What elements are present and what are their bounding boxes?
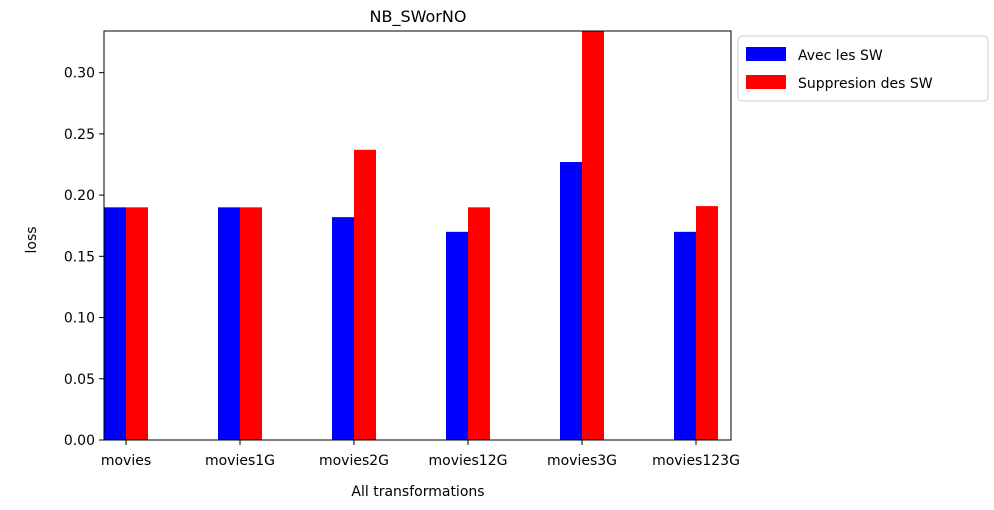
legend-swatch	[746, 75, 786, 89]
y-tick-label: 0.15	[64, 249, 95, 265]
bar-movies12G-avec	[446, 231, 468, 440]
bar-movies123G-suppresion	[696, 206, 718, 440]
y-tick-label: 0.00	[64, 433, 95, 449]
x-tick-label: movies12G	[429, 453, 508, 469]
x-tick-label: movies2G	[319, 453, 389, 469]
x-tick-label: movies1G	[205, 453, 275, 469]
legend-box	[737, 35, 989, 102]
y-tick-label: 0.20	[64, 188, 95, 204]
legend-label: Avec les SW	[798, 48, 883, 64]
bar-movies2G-avec	[332, 217, 354, 440]
x-tick-label: movies3G	[547, 453, 617, 469]
y-tick-label: 0.05	[64, 372, 95, 388]
x-axis-label: All transformations	[351, 484, 484, 500]
y-axis: 0.00 0.05 0.10 0.15 0.20 0.25 0.30	[64, 66, 104, 449]
x-tick-label: movies123G	[652, 453, 740, 469]
bar-movies-suppresion	[126, 207, 148, 440]
bar-movies1G-suppresion	[240, 207, 262, 440]
x-tick-label: movies	[101, 453, 151, 469]
legend: Avec les SW Suppresion des SW	[737, 35, 989, 102]
x-axis: movies movies1G movies2G movies12G movies3G m…	[101, 440, 740, 469]
bar-movies3G-suppresion	[582, 31, 604, 440]
chart-title: NB_SWorNO	[370, 7, 467, 27]
y-tick-label: 0.30	[64, 66, 95, 82]
bar-movies-avec	[104, 207, 126, 440]
bar-movies12G-suppresion	[468, 207, 490, 440]
bar-movies3G-avec	[560, 162, 582, 440]
plot-frame	[103, 30, 732, 441]
y-tick-label: 0.10	[64, 311, 95, 327]
y-axis-label: loss	[24, 226, 40, 253]
bar-movies2G-suppresion	[354, 149, 376, 440]
bar-movies1G-avec	[218, 207, 240, 440]
bar-movies123G-avec	[674, 231, 696, 440]
legend-swatch	[746, 47, 786, 61]
plot-area	[104, 31, 718, 440]
legend-label: Suppresion des SW	[798, 76, 933, 92]
y-tick-label: 0.25	[64, 127, 95, 143]
